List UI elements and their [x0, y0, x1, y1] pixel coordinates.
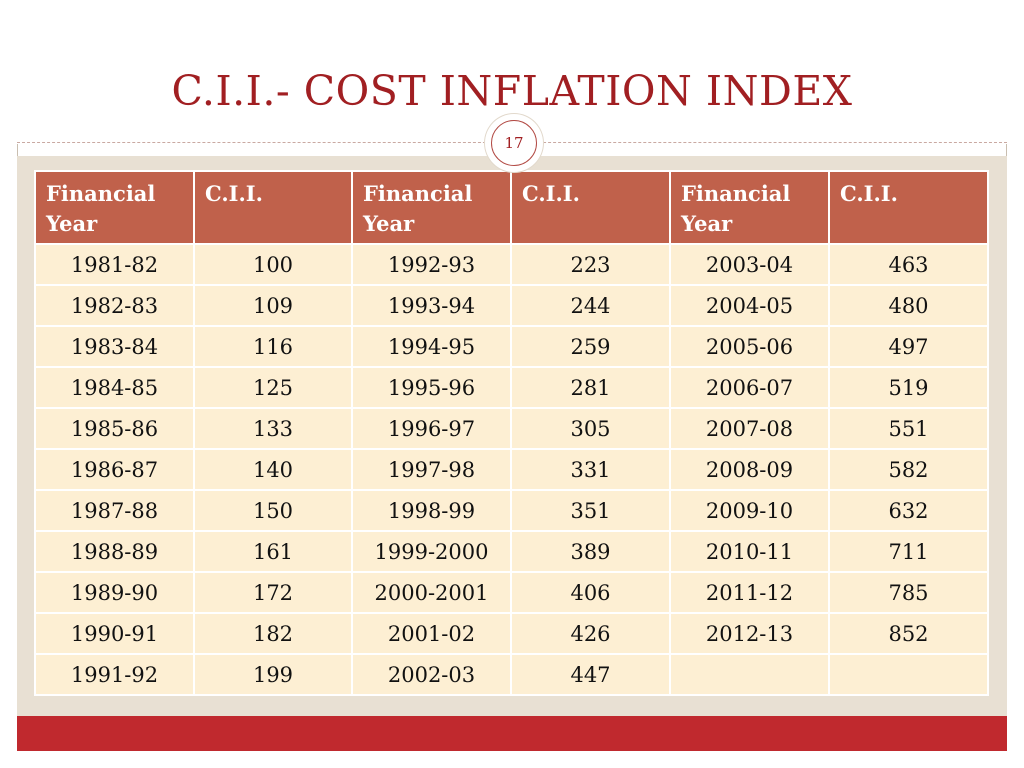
cii-value-cell: 140: [193, 448, 353, 491]
cii-value-cell: 582: [828, 448, 989, 491]
financial-year-cell: 1981-82: [34, 243, 195, 286]
cii-value-cell: 351: [510, 489, 671, 532]
table-row: 1984-85 125 1995-96 281 2006-07 519: [34, 366, 989, 409]
slide-title: C.I.I.- COST INFLATION INDEX: [171, 67, 853, 115]
financial-year-cell: 1986-87: [34, 448, 195, 491]
financial-year-cell: 1995-96: [351, 366, 512, 409]
table-row: 1990-91 182 2001-02 426 2012-13 852: [34, 612, 989, 655]
table-row: 1982-83 109 1993-94 244 2004-05 480: [34, 284, 989, 327]
financial-year-cell: 1983-84: [34, 325, 195, 368]
cii-value-cell: 632: [828, 489, 989, 532]
financial-year-cell: 2012-13: [669, 612, 830, 655]
financial-year-cell: 1990-91: [34, 612, 195, 655]
cii-value-cell: 100: [193, 243, 353, 286]
header-financial-year: Financial Year: [669, 170, 830, 245]
financial-year-cell: 1992-93: [351, 243, 512, 286]
table-body: 1981-82 100 1992-93 223 2003-04 463 1982-83 109…: [34, 243, 989, 696]
financial-year-cell: 1991-92: [34, 653, 195, 696]
table-row: 1986-87 140 1997-98 331 2008-09 582: [34, 448, 989, 491]
financial-year-cell: 1984-85: [34, 366, 195, 409]
cii-value-cell: 150: [193, 489, 353, 532]
table-row: 1981-82 100 1992-93 223 2003-04 463: [34, 243, 989, 286]
cii-value-cell: 172: [193, 571, 353, 614]
cii-value-cell: 480: [828, 284, 989, 327]
table-row: 1983-84 116 1994-95 259 2005-06 497: [34, 325, 989, 368]
financial-year-cell: 2011-12: [669, 571, 830, 614]
page-number: 17: [491, 120, 537, 166]
financial-year-cell: 1989-90: [34, 571, 195, 614]
header-row: Financial Year C.I.I. Financial Year C.I…: [34, 170, 989, 245]
financial-year-cell: 1985-86: [34, 407, 195, 450]
cii-value-cell: 199: [193, 653, 353, 696]
financial-year-cell: 2004-05: [669, 284, 830, 327]
cii-value-cell: 519: [828, 366, 989, 409]
cii-value-cell: 125: [193, 366, 353, 409]
cii-table: Financial Year C.I.I. Financial Year C.I…: [34, 170, 989, 696]
cii-value-cell: 182: [193, 612, 353, 655]
financial-year-cell: 1987-88: [34, 489, 195, 532]
cii-value-cell: 223: [510, 243, 671, 286]
cii-value-cell: 305: [510, 407, 671, 450]
cii-value-cell: [828, 653, 989, 696]
cii-value-cell: 406: [510, 571, 671, 614]
financial-year-cell: 2008-09: [669, 448, 830, 491]
page-number-badge: 17: [485, 114, 543, 172]
financial-year-cell: 1999-2000: [351, 530, 512, 573]
cii-value-cell: 244: [510, 284, 671, 327]
financial-year-cell: 2001-02: [351, 612, 512, 655]
cii-value-cell: 852: [828, 612, 989, 655]
financial-year-cell: 1988-89: [34, 530, 195, 573]
financial-year-cell: 1993-94: [351, 284, 512, 327]
cii-value-cell: 389: [510, 530, 671, 573]
cii-value-cell: 463: [828, 243, 989, 286]
header-financial-year: Financial Year: [351, 170, 512, 245]
financial-year-cell: 2000-2001: [351, 571, 512, 614]
cii-value-cell: 133: [193, 407, 353, 450]
header-cii: C.I.I.: [828, 170, 989, 245]
table-row: 1988-89 161 1999-2000 389 2010-11 711: [34, 530, 989, 573]
cii-value-cell: 785: [828, 571, 989, 614]
financial-year-cell: 2005-06: [669, 325, 830, 368]
cii-value-cell: 109: [193, 284, 353, 327]
cii-value-cell: 281: [510, 366, 671, 409]
table-row: 1989-90 172 2000-2001 406 2011-12 785: [34, 571, 989, 614]
cii-value-cell: 426: [510, 612, 671, 655]
financial-year-cell: 2002-03: [351, 653, 512, 696]
financial-year-cell: 2009-10: [669, 489, 830, 532]
cii-value-cell: 161: [193, 530, 353, 573]
financial-year-cell: 1982-83: [34, 284, 195, 327]
financial-year-cell: 2007-08: [669, 407, 830, 450]
header-cii: C.I.I.: [193, 170, 353, 245]
cii-value-cell: 116: [193, 325, 353, 368]
financial-year-cell: 2010-11: [669, 530, 830, 573]
header-financial-year: Financial Year: [34, 170, 195, 245]
footer-bar: [17, 716, 1007, 751]
table-row: 1987-88 150 1998-99 351 2009-10 632: [34, 489, 989, 532]
table-row: 1985-86 133 1996-97 305 2007-08 551: [34, 407, 989, 450]
cii-value-cell: 551: [828, 407, 989, 450]
financial-year-cell: 1997-98: [351, 448, 512, 491]
financial-year-cell: 2003-04: [669, 243, 830, 286]
cii-value-cell: 331: [510, 448, 671, 491]
financial-year-cell: 1998-99: [351, 489, 512, 532]
cii-value-cell: 711: [828, 530, 989, 573]
financial-year-cell: 2006-07: [669, 366, 830, 409]
header-cii: C.I.I.: [510, 170, 671, 245]
financial-year-cell: 1994-95: [351, 325, 512, 368]
cii-value-cell: 447: [510, 653, 671, 696]
cii-value-cell: 497: [828, 325, 989, 368]
financial-year-cell: 1996-97: [351, 407, 512, 450]
financial-year-cell: [669, 653, 830, 696]
cii-value-cell: 259: [510, 325, 671, 368]
table-row: 1991-92 199 2002-03 447: [34, 653, 989, 696]
